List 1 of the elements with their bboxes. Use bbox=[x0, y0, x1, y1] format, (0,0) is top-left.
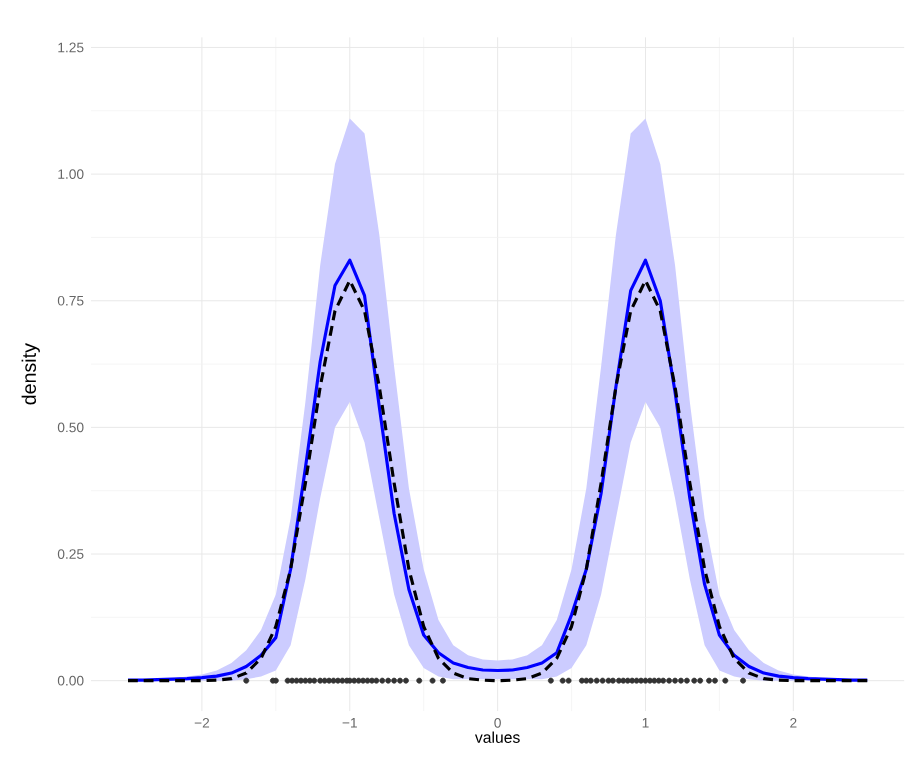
y-axis-title: density bbox=[21, 343, 40, 405]
